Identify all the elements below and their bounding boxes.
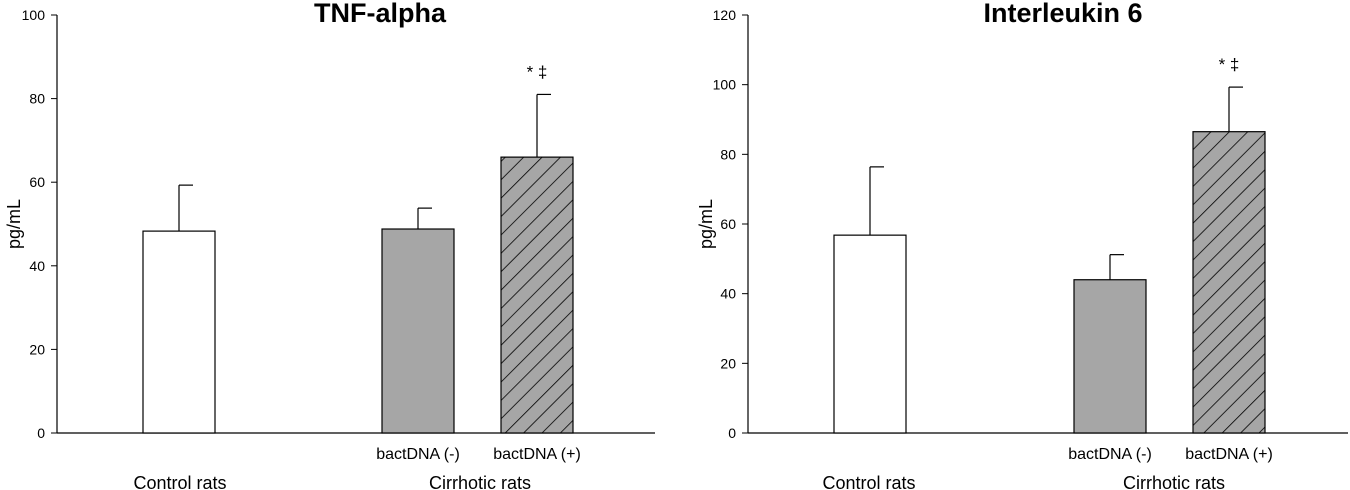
bar [142, 230, 216, 434]
significance-marker: * ‡ [1219, 55, 1240, 74]
group-label: Cirrhotic rats [1123, 473, 1225, 490]
y-tick-label: 0 [37, 425, 45, 441]
bar [833, 234, 907, 434]
y-tick-label: 80 [29, 91, 45, 107]
y-tick-label: 60 [720, 216, 736, 232]
y-tick-label: 20 [720, 355, 736, 371]
group-label: Cirrhotic rats [429, 473, 531, 490]
y-axis-label: pg/mL [696, 199, 716, 249]
y-tick-label: 40 [720, 286, 736, 302]
category-label: bactDNA (+) [493, 446, 581, 463]
y-tick-label: 60 [29, 174, 45, 190]
category-label: bactDNA (+) [1185, 446, 1273, 463]
y-tick-label: 20 [29, 341, 45, 357]
y-tick-label: 0 [728, 425, 736, 441]
category-label: bactDNA (-) [376, 446, 460, 463]
significance-marker: * ‡ [527, 62, 548, 81]
y-tick-label: 120 [713, 7, 737, 23]
bar [500, 156, 574, 434]
y-axis-label: pg/mL [4, 199, 24, 249]
category-label: bactDNA (-) [1068, 446, 1152, 463]
chart-title: TNF-alpha [314, 0, 447, 28]
y-tick-label: 40 [29, 258, 45, 274]
group-label: Control rats [822, 473, 915, 490]
chart-title: Interleukin 6 [983, 0, 1142, 28]
interleukin-6-chart: Interleukin 6 0 20 40 60 80 100 120 pg/mL bactDNA… [696, 0, 1348, 490]
tnf-alpha-chart: TNF-alpha 0 20 40 60 80 100 pg/mL bactDNA (-) * ‡… [4, 0, 655, 490]
bar [381, 228, 455, 434]
y-tick-label: 100 [22, 7, 46, 23]
group-label: Control rats [133, 473, 226, 490]
y-tick-label: 100 [713, 77, 737, 93]
bar [1073, 279, 1147, 434]
bar [1192, 131, 1266, 434]
y-tick-label: 80 [720, 146, 736, 162]
